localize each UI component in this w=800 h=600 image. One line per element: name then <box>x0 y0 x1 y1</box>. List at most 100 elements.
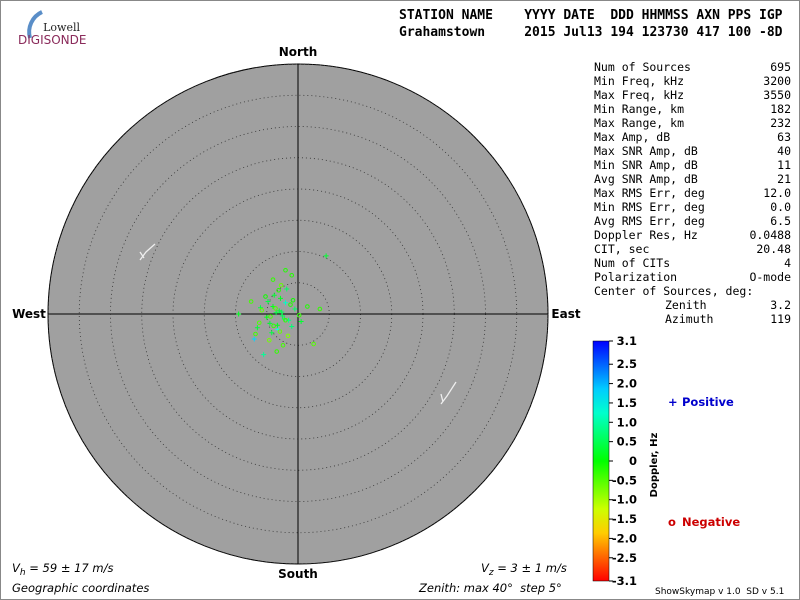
stat-label: CIT, sec <box>594 242 649 256</box>
center-label: Center of Sources, deg: <box>594 284 753 298</box>
logo-swoosh <box>27 10 43 39</box>
colorbar-tick-label: 0.5 <box>617 435 637 449</box>
colorbar-tick-label: -1.0 <box>612 493 637 507</box>
east-label: East <box>551 307 580 321</box>
stat-label: Doppler Res, Hz <box>594 228 698 242</box>
velocity-mark <box>139 243 156 261</box>
source-negative <box>283 267 288 273</box>
colorbar-tick-label: -3.1 <box>612 574 637 588</box>
stat-value: 6.5 <box>770 214 791 228</box>
stat-label: Max RMS Err, deg <box>594 186 705 200</box>
vh-text: = 59 ± 17 m/s <box>26 561 114 575</box>
colorbar-tick-label: 2.0 <box>617 377 637 391</box>
colorbar-ticks: 3.1 2.5 2.0 1.5 1.0 0.5 0 -0.5 -1.0 -1.5 -2.0 -2.5 -… <box>609 334 637 588</box>
source-negative <box>277 329 283 334</box>
source-negative <box>278 282 284 288</box>
source-negative <box>283 317 288 323</box>
source-negative <box>311 341 316 347</box>
source-negative <box>253 331 258 337</box>
vh-symbol: V <box>12 561 21 575</box>
source-negative <box>248 299 254 304</box>
source-positive <box>269 330 275 336</box>
legend-label: Positive <box>682 395 734 409</box>
stat-label: Polarization <box>594 270 677 284</box>
colorbar-tick-label: -2.0 <box>612 531 637 545</box>
header-values: Grahamstown 2015 Jul13 194 123730 417 10… <box>399 25 783 40</box>
source-negative <box>288 302 293 307</box>
stat-label: Num of Sources <box>594 60 691 74</box>
stat-label: Min SNR Amp, dB <box>594 158 698 172</box>
source-negative <box>273 306 278 311</box>
colorbar <box>592 340 610 582</box>
stat-value: 232 <box>770 116 791 130</box>
logo-line1: Lowell <box>43 21 80 34</box>
north-label: North <box>279 45 317 59</box>
source-positive <box>265 299 271 304</box>
source-positive <box>283 300 288 306</box>
vh: Vh = 59 ± 17 m/s <box>12 561 113 578</box>
stat-value: 21 <box>777 172 791 186</box>
stat-label: Min RMS Err, deg <box>594 200 705 214</box>
legend-label: Negative <box>682 515 740 529</box>
header-columns: STATION NAME YYYY DATE DDD HHMMSS AXN PP… <box>399 8 783 23</box>
stat-value: 20.48 <box>756 242 791 256</box>
stat-label: Max Range, km <box>594 116 684 130</box>
vz-sub: z <box>488 568 494 578</box>
colorbar-tick-label: 0 <box>629 454 637 468</box>
source-positive <box>279 309 285 315</box>
source-positive <box>279 313 285 319</box>
zenith-label: Zenith <box>665 298 707 312</box>
source-negative <box>256 320 262 326</box>
stat-label: Avg SNR Amp, dB <box>594 172 698 186</box>
source-positive <box>289 324 295 329</box>
colorbar-tick-label: 1.0 <box>617 415 637 429</box>
colorbar-label: Doppler, Hz <box>649 433 660 498</box>
azimuth-value: 119 <box>770 312 791 326</box>
stat-label: Max Freq, kHz <box>594 88 684 102</box>
velocity-mark <box>440 381 457 405</box>
colorbar-tick-label: -0.5 <box>612 473 637 487</box>
source-negative <box>317 306 323 312</box>
stat-value: 63 <box>777 130 791 144</box>
vh-sub: h <box>20 568 26 578</box>
source-positive <box>267 320 273 326</box>
stat-value: 40 <box>777 144 791 158</box>
source-negative <box>296 312 302 318</box>
source-positive <box>251 336 257 342</box>
source-positive <box>323 253 329 259</box>
stat-value: 12.0 <box>763 186 791 200</box>
source-positive <box>236 311 242 317</box>
legend: + Positive o Negative <box>668 395 740 529</box>
source-negative <box>285 333 291 339</box>
west-label: West <box>12 307 46 321</box>
stat-label: Num of CITs <box>594 256 670 270</box>
vz: Vz = 3 ± 1 m/s <box>481 561 567 578</box>
stat-value: 695 <box>770 60 791 74</box>
stat-value: 0.0488 <box>749 228 791 242</box>
source-negative <box>276 287 281 293</box>
stat-value: 4 <box>784 256 791 270</box>
stat-label: Min Range, km <box>594 102 684 116</box>
source-negative <box>266 337 272 343</box>
azimuth-label: Azimuth <box>665 312 713 326</box>
stat-label: Min Freq, kHz <box>594 74 684 88</box>
colorbar-tick-label: 3.1 <box>617 334 637 348</box>
source-positive <box>278 295 283 301</box>
south-label: South <box>278 567 318 581</box>
zenith-note: Zenith: max 40° step 5° <box>418 581 562 595</box>
logo-line2: DIGISONDE <box>18 33 86 47</box>
stat-label: Max Amp, dB <box>594 130 670 144</box>
source-negative <box>271 323 276 329</box>
version: ShowSkymap v 1.0 SD v 5.1 <box>655 587 784 597</box>
source-positive <box>271 292 277 298</box>
colorbar-tick-label: -2.5 <box>612 551 637 565</box>
source-negative <box>274 349 280 354</box>
source-negative <box>289 272 295 278</box>
source-negative <box>263 294 268 299</box>
stat-value: 182 <box>770 102 791 116</box>
colorbar-tick-label: 1.5 <box>617 396 637 410</box>
source-positive <box>292 306 298 312</box>
vz-symbol: V <box>481 561 490 575</box>
source-negative <box>259 307 265 313</box>
